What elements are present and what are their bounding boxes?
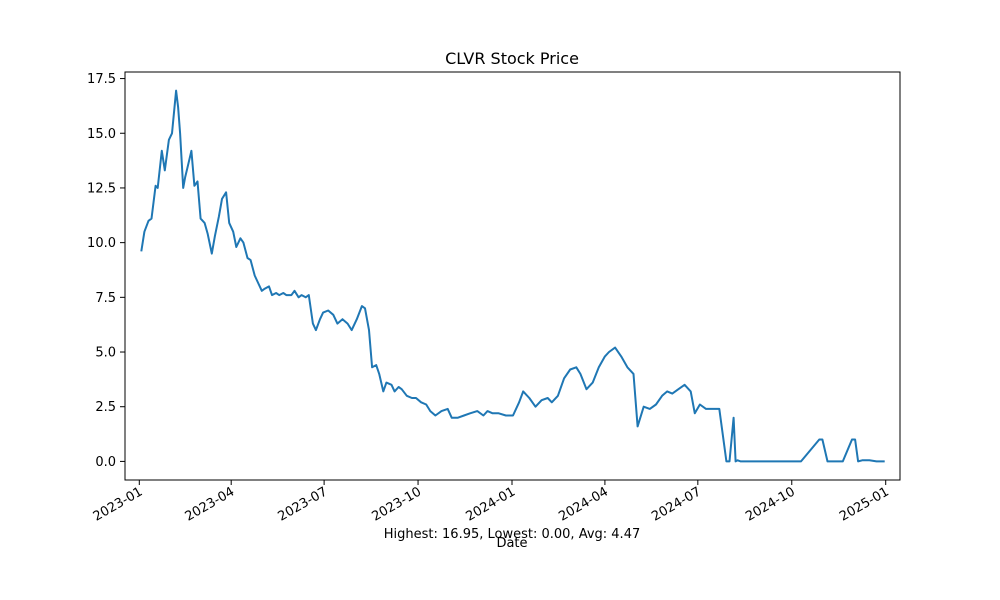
x-tick-label: 2025-01: [837, 484, 892, 524]
x-axis: 2023-01 2023-04 2023-07 2023-10 2024-01 2024-…: [91, 480, 892, 525]
y-tick-label: 0.0: [95, 455, 116, 470]
y-tick-label: 7.5: [95, 291, 116, 306]
y-axis: 0.0 2.5 5.0 7.5 10.0 12.5 15.0 17.5: [87, 72, 125, 470]
y-tick-label: 2.5: [95, 400, 116, 415]
x-tick-label: 2023-07: [276, 484, 331, 524]
y-tick-label: 15.0: [87, 127, 116, 142]
x-tick-label: 2024-01: [463, 484, 518, 524]
x-tick-label: 2023-10: [370, 484, 425, 524]
series-layer: [140, 89, 885, 463]
x-tick-label: 2023-04: [183, 484, 238, 524]
x-tick-label: 2024-04: [556, 484, 611, 524]
chart-footnote: Highest: 16.95, Lowest: 0.00, Avg: 4.47: [384, 527, 640, 542]
x-tick-label: 2024-10: [743, 484, 798, 524]
plot-area: [124, 71, 901, 481]
x-tick-label: 2023-01: [91, 484, 146, 524]
x-tick-label: 2024-07: [649, 484, 704, 524]
chart-title: CLVR Stock Price: [445, 49, 579, 68]
y-tick-label: 5.0: [95, 346, 116, 361]
y-tick-label: 17.5: [87, 72, 116, 87]
x-axis-label: Date: [496, 536, 527, 551]
y-tick-label: 10.0: [87, 236, 116, 251]
price-series-line-0: [140, 89, 885, 463]
y-tick-label: 12.5: [87, 181, 116, 196]
